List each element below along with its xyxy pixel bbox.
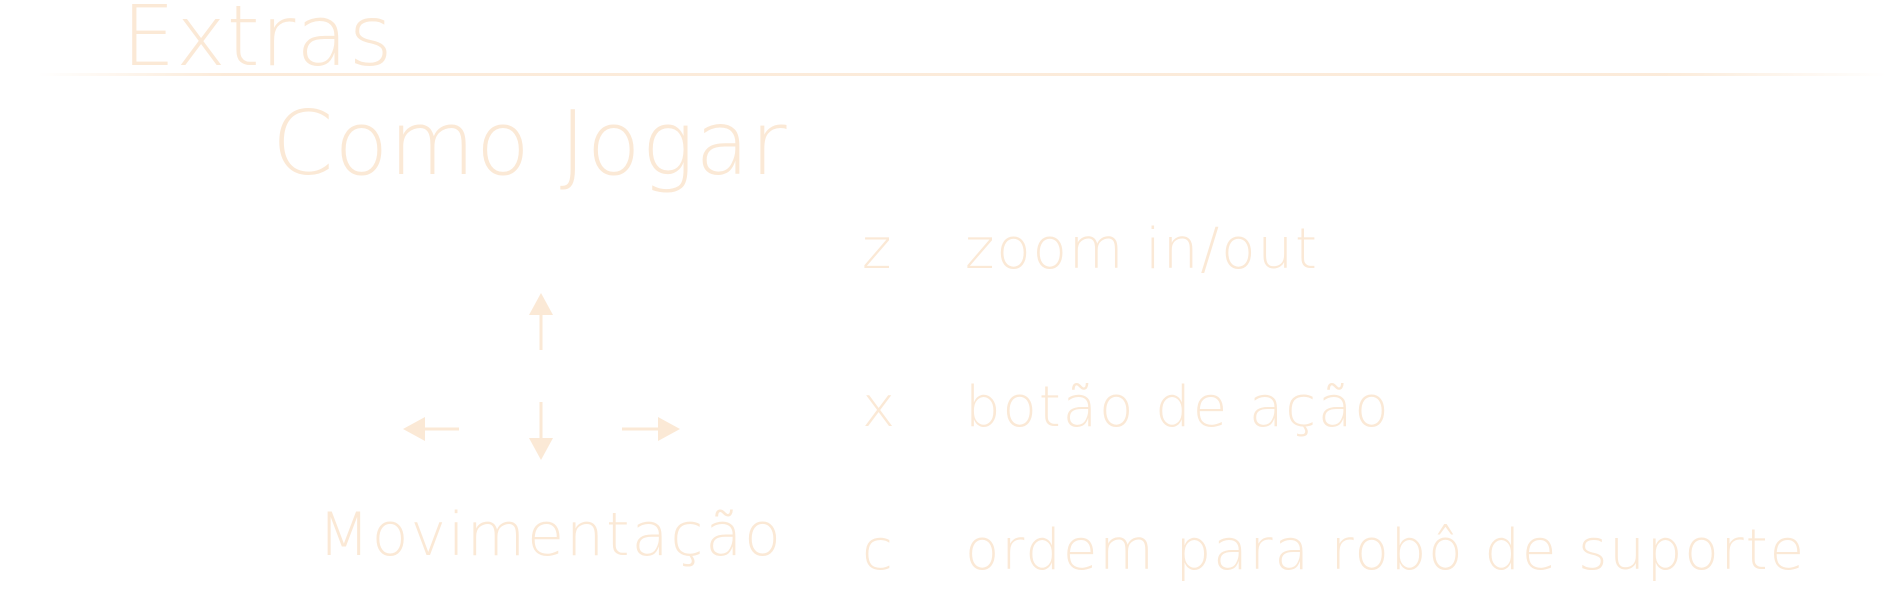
- control-desc-action: botão de ação: [965, 375, 1391, 440]
- control-key-x: x: [862, 375, 896, 440]
- arrow-up-icon: [529, 293, 553, 350]
- arrow-keys-graphic: [403, 293, 680, 460]
- movement-label: Movimentação: [318, 500, 783, 570]
- header-divider: [38, 73, 1887, 76]
- control-key-z: z: [862, 217, 892, 282]
- arrow-down-icon: [529, 402, 553, 460]
- arrow-right-icon: [622, 417, 680, 441]
- section-title: Extras: [122, 0, 394, 85]
- control-desc-support-robot: ordem para robô de suporte: [965, 518, 1807, 583]
- arrow-keys-diagram: [398, 288, 688, 468]
- arrow-left-icon: [403, 417, 459, 441]
- control-desc-zoom: zoom in/out: [965, 217, 1319, 282]
- page-title: Como Jogar: [272, 92, 788, 195]
- control-key-c: c: [862, 518, 893, 583]
